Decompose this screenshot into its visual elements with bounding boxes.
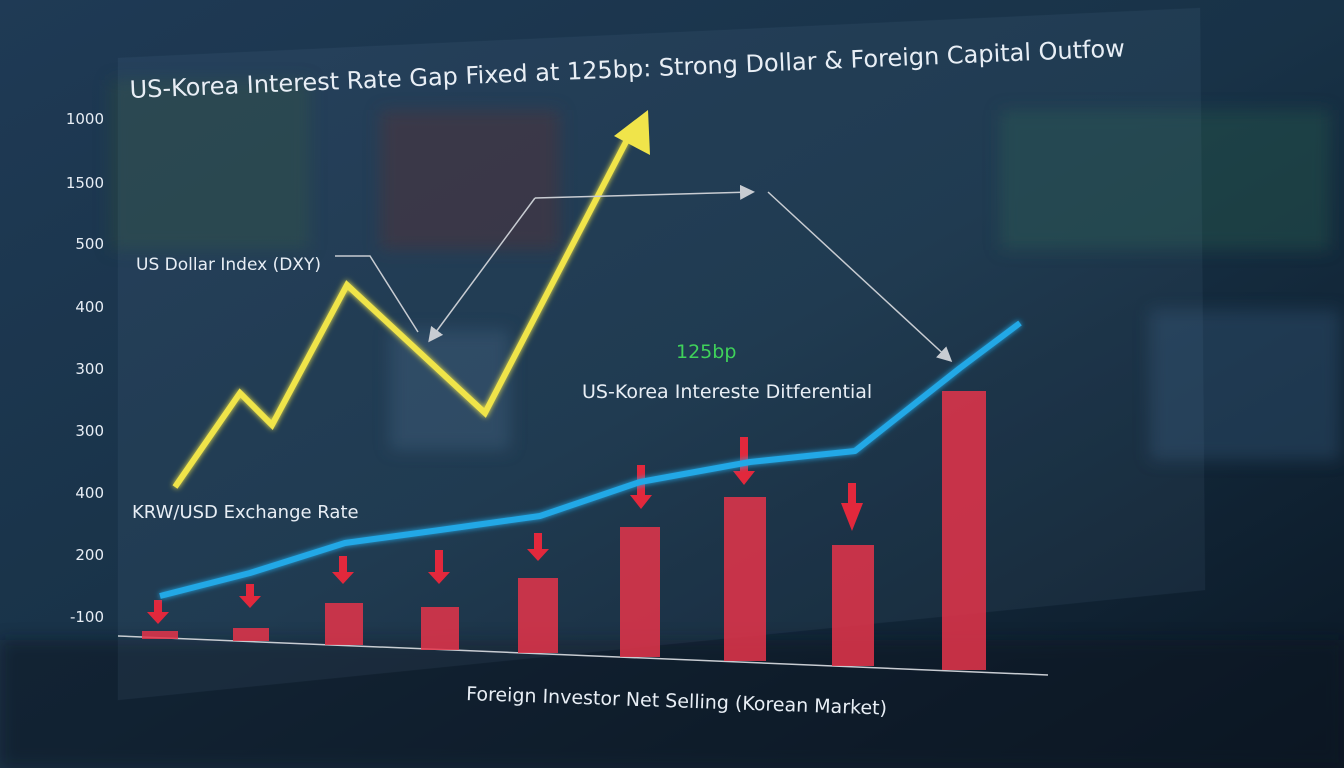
- y-axis-labels: 1000 1500 500 400 300 300 400 200 -100: [66, 110, 104, 626]
- y-axis-label: 500: [75, 235, 104, 253]
- callout-arrows: [335, 184, 953, 363]
- down-arrows: [147, 437, 863, 624]
- dxy-label: US Dollar Index (DXY): [136, 255, 321, 275]
- krw-label: KRW/USD Exchange Rate: [132, 502, 359, 523]
- krw-line: [159, 320, 1022, 599]
- y-axis-label: 300: [75, 360, 104, 378]
- x-axis: [117, 635, 1049, 676]
- glass-panel: [118, 8, 1205, 700]
- y-axis-label: 1500: [66, 174, 104, 192]
- gap-label: 125bp: [676, 341, 736, 363]
- dxy-line: [172, 136, 631, 489]
- y-axis-label: 400: [75, 298, 104, 316]
- y-axis-label: 1000: [66, 110, 104, 128]
- y-axis-label: 200: [75, 546, 104, 564]
- y-axis-label: 400: [75, 484, 104, 502]
- y-axis-label: 300: [75, 422, 104, 440]
- differential-label: US-Korea Intereste Ditferential: [582, 381, 872, 403]
- bars: [142, 391, 986, 670]
- dxy-arrowhead: [614, 110, 650, 155]
- background-screens: [0, 80, 1344, 768]
- y-axis-label: -100: [70, 608, 104, 626]
